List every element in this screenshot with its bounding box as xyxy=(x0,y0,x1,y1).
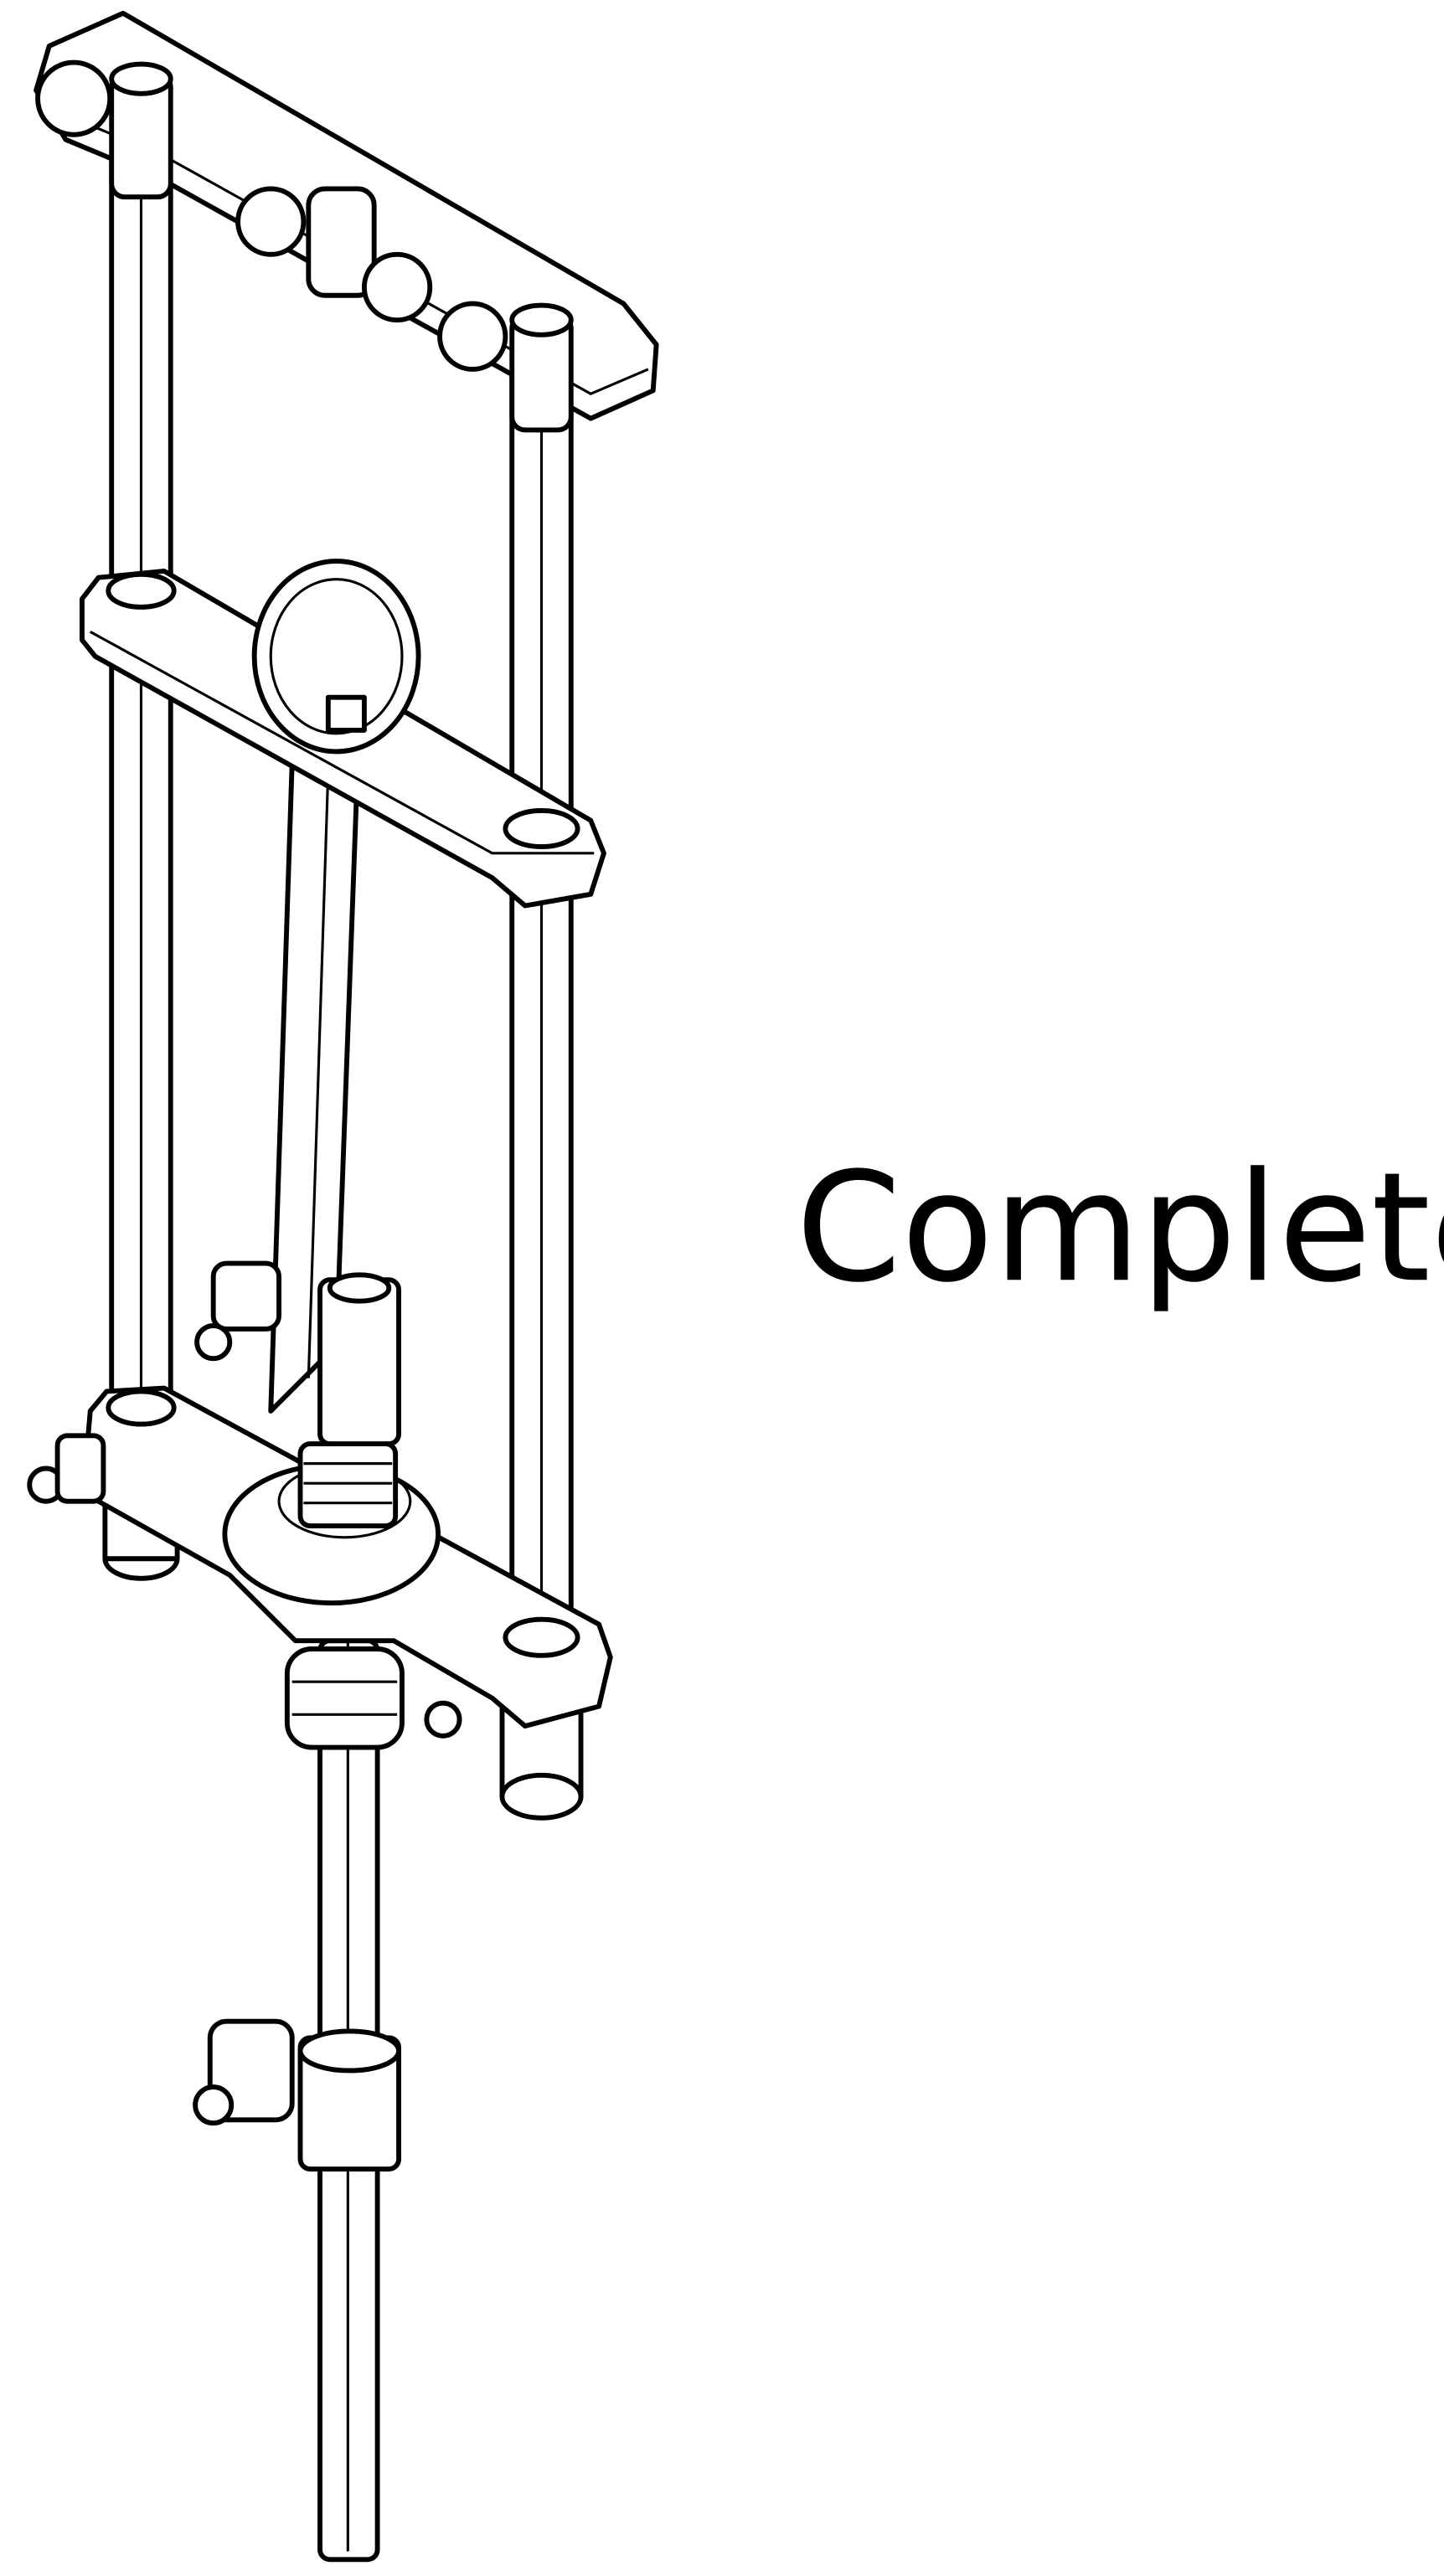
apparatus-drawing xyxy=(27,10,659,2563)
collar xyxy=(503,807,580,849)
socket xyxy=(306,186,377,298)
clamp xyxy=(210,1260,281,1332)
bolt xyxy=(194,1323,233,1362)
screw-cap xyxy=(327,1272,392,1304)
nut xyxy=(437,301,508,372)
rod-cap xyxy=(109,61,173,96)
clamp xyxy=(54,1433,106,1504)
label: Complete xyxy=(796,1140,1444,1316)
nut xyxy=(235,186,307,257)
rod-cap xyxy=(509,302,574,337)
collar xyxy=(106,571,177,610)
gauge xyxy=(251,559,421,755)
gauge-face xyxy=(269,578,404,735)
bolt xyxy=(424,1700,462,1739)
clamp-collar xyxy=(297,2028,401,2074)
thread xyxy=(297,1441,399,1529)
gauge-mount xyxy=(325,694,367,733)
bolt xyxy=(193,2084,235,2126)
collar xyxy=(106,1388,177,1427)
nut xyxy=(35,59,113,137)
foot xyxy=(499,1772,584,1821)
screw-block xyxy=(317,1277,401,1447)
collar xyxy=(503,1616,580,1658)
link-line xyxy=(307,770,330,1378)
bar-edge xyxy=(89,630,595,855)
nut xyxy=(361,251,433,323)
spring xyxy=(284,1646,405,1750)
